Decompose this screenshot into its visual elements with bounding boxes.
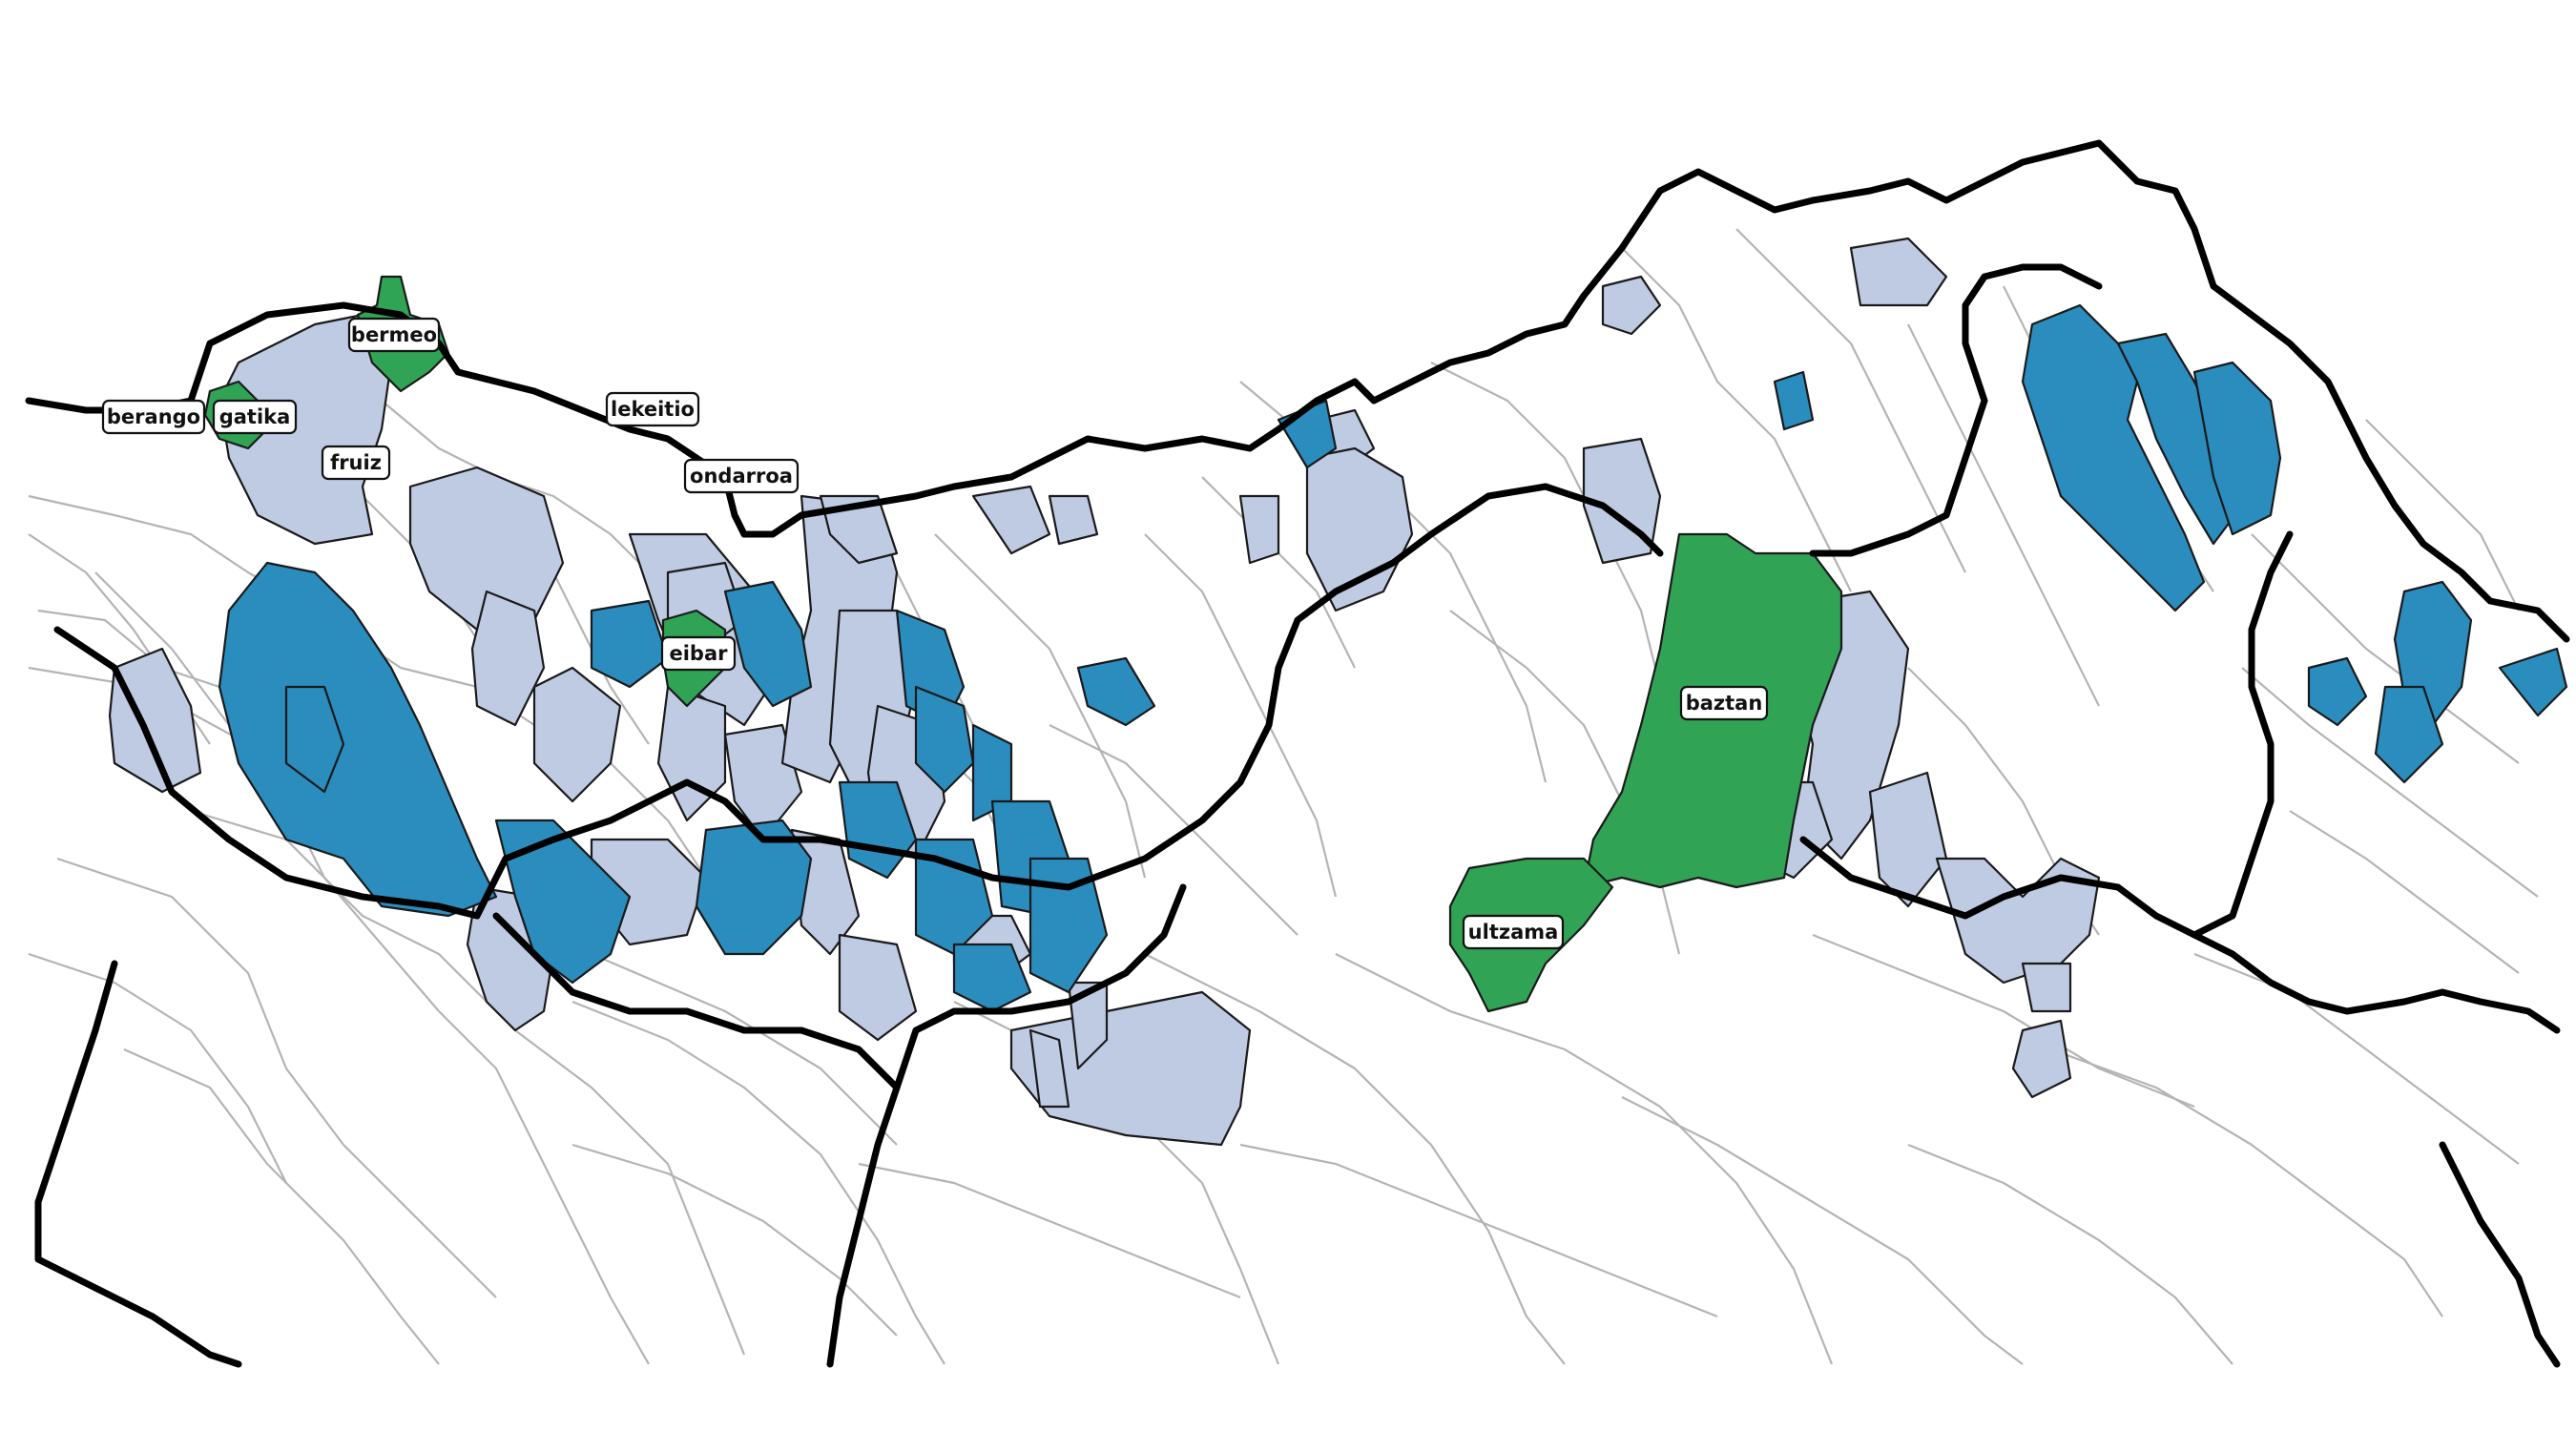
label-ultzama: ultzama [1462, 914, 1565, 950]
region-light [1849, 237, 1948, 307]
region-light [1067, 981, 1109, 1070]
region-light [218, 313, 393, 546]
svg-text:berango: berango [107, 405, 200, 428]
label-fruiz: fruiz [321, 445, 391, 481]
region-light [1048, 494, 1099, 546]
svg-text:lekeitio: lekeitio [611, 398, 695, 421]
region-medium [1028, 857, 1109, 994]
region-medium [914, 685, 975, 794]
region-medium [952, 943, 1032, 1013]
label-bermeo: bermeo [347, 317, 441, 353]
region-medium [2192, 361, 2282, 536]
region-light [2021, 962, 2072, 1013]
svg-text:ultzama: ultzama [1468, 921, 1559, 944]
region-medium [284, 685, 345, 794]
region-light [819, 494, 899, 565]
svg-text:gatika: gatika [219, 405, 291, 428]
region-light [2011, 1019, 2072, 1099]
region-light [838, 933, 918, 1042]
region-medium [723, 580, 813, 708]
region-light [1238, 494, 1280, 565]
region-light [656, 685, 727, 822]
region-medium [2498, 647, 2568, 717]
label-lekeitio: lekeitio [605, 391, 700, 427]
region-medium [695, 819, 813, 956]
label-eibar: eibar [660, 635, 737, 672]
label-berango: berango [101, 399, 206, 435]
region-light [1305, 446, 1414, 612]
region-medium [1773, 370, 1815, 431]
svg-text:bermeo: bermeo [351, 323, 437, 346]
region-light [108, 647, 202, 794]
label-gatika: gatika [212, 399, 298, 435]
region-light [971, 485, 1051, 555]
region-medium [2116, 332, 2244, 546]
map-labels: berango gatika bermeo fruiz lekeitio ond… [101, 317, 1769, 950]
regions-light [108, 237, 2101, 1147]
region-light [723, 723, 803, 841]
svg-text:baztan: baztan [1686, 692, 1763, 715]
region-light [1868, 771, 1948, 908]
comarca-borders [25, 139, 2570, 1368]
region-medium [1076, 656, 1156, 727]
region-light [1935, 857, 2101, 985]
region-medium [590, 599, 670, 689]
region-light [1601, 275, 1662, 336]
svg-text:ondarroa: ondarroa [690, 465, 793, 487]
region-medium [2307, 656, 2368, 727]
region-light [1009, 990, 1252, 1147]
region-medium [2374, 685, 2444, 784]
region-light [470, 590, 546, 727]
label-ondarroa: ondarroa [683, 458, 800, 494]
region-light [532, 666, 622, 803]
region-medium [218, 561, 498, 918]
regions-medium [218, 303, 2568, 1013]
svg-text:fruiz: fruiz [330, 451, 382, 474]
region-light [1028, 1028, 1070, 1109]
label-baztan: baztan [1679, 685, 1769, 721]
svg-text:eibar: eibar [669, 642, 728, 665]
